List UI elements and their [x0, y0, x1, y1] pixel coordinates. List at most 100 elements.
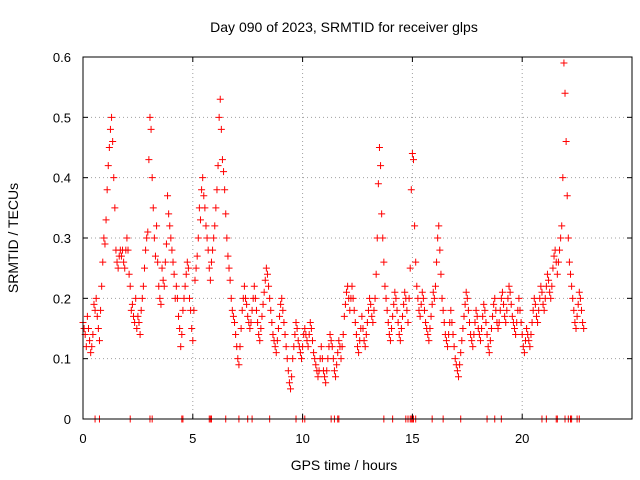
- data-point: [145, 156, 153, 164]
- data-point: [125, 270, 133, 278]
- data-point: [385, 331, 393, 339]
- data-point: [388, 325, 396, 332]
- data-point: [209, 246, 217, 254]
- data-point: [149, 204, 157, 212]
- data-point: [220, 168, 228, 176]
- data-point: [437, 270, 445, 278]
- data-point: [475, 331, 483, 339]
- data-point: [508, 312, 516, 320]
- data-point: [460, 312, 468, 320]
- data-point: [471, 318, 479, 326]
- data-point: [92, 294, 100, 302]
- data-point: [109, 137, 117, 145]
- data-point: [242, 294, 250, 302]
- data-point: [169, 258, 177, 266]
- data-point: [419, 294, 427, 302]
- data-point: [176, 325, 184, 332]
- data-point: [84, 325, 92, 332]
- data-point: [497, 294, 505, 302]
- data-point: [428, 300, 436, 308]
- data-point: [103, 186, 111, 194]
- data-point: [435, 222, 443, 230]
- data-point: [205, 264, 213, 272]
- data-point: [182, 270, 190, 278]
- data-point: [276, 312, 284, 320]
- data-point: [374, 180, 382, 188]
- data-point: [424, 331, 432, 339]
- data-point: [306, 318, 314, 326]
- data-point: [377, 162, 385, 170]
- data-point: [539, 300, 547, 308]
- axis-tick-labels: 0 5 10 15 20 0 0.1 0.2 0.3 0.4 0.5 0.6: [53, 50, 530, 446]
- data-point: [349, 294, 357, 302]
- data-point: [332, 373, 340, 381]
- data-point: [334, 349, 342, 357]
- data-point: [371, 294, 379, 302]
- data-point: [173, 294, 181, 302]
- data-point: [464, 306, 472, 314]
- data-point: [559, 174, 567, 182]
- data-point: [222, 210, 230, 218]
- data-point: [89, 331, 97, 339]
- data-point: [434, 234, 442, 242]
- data-point: [468, 337, 476, 345]
- data-point: [504, 294, 512, 302]
- data-point: [352, 331, 360, 339]
- data-point: [254, 318, 262, 326]
- data-point: [330, 367, 338, 375]
- data-point: [284, 367, 292, 375]
- data-point: [181, 282, 189, 290]
- data-point: [554, 258, 562, 266]
- data-point: [124, 246, 132, 254]
- data-point: [102, 216, 110, 224]
- data-point: [289, 355, 297, 363]
- data-point: [368, 312, 376, 320]
- data-point: [177, 343, 185, 351]
- data-point: [146, 113, 154, 121]
- data-point: [191, 276, 199, 284]
- data-point: [515, 294, 523, 302]
- data-point: [431, 282, 439, 290]
- data-point: [298, 355, 306, 363]
- data-point: [240, 282, 248, 290]
- data-point: [384, 318, 392, 326]
- data-point: [231, 318, 239, 326]
- data-point: [178, 331, 186, 339]
- data-point: [494, 325, 502, 332]
- data-point: [574, 300, 582, 308]
- x-axis-title: GPS time / hours: [291, 457, 398, 473]
- data-point: [106, 125, 114, 133]
- data-point: [87, 349, 95, 357]
- data-point: [121, 264, 129, 272]
- x-tick-label: 20: [515, 431, 529, 446]
- data-point: [534, 318, 542, 326]
- data-point: [378, 210, 386, 218]
- data-point: [170, 270, 178, 278]
- x-tick-label: 10: [295, 431, 309, 446]
- data-point: [312, 361, 320, 369]
- data-point: [545, 276, 553, 284]
- data-point: [259, 300, 267, 308]
- data-point: [448, 318, 456, 326]
- data-point: [280, 318, 288, 326]
- data-point: [317, 343, 325, 351]
- data-point: [217, 125, 225, 133]
- data-point: [251, 294, 259, 302]
- data-point: [210, 234, 218, 242]
- data-point: [523, 325, 531, 332]
- data-point: [236, 343, 244, 351]
- data-point: [287, 385, 295, 393]
- data-point: [94, 325, 102, 332]
- data-point: [360, 337, 368, 345]
- data-point: [193, 252, 201, 260]
- data-point: [526, 343, 534, 351]
- data-point: [408, 150, 416, 158]
- data-point: [491, 294, 499, 302]
- data-point: [469, 343, 477, 351]
- y-tick-label: 0: [64, 412, 71, 427]
- data-point: [105, 144, 113, 151]
- data-point: [456, 361, 464, 369]
- data-point: [498, 288, 506, 296]
- data-point: [396, 337, 404, 345]
- data-point: [399, 312, 407, 320]
